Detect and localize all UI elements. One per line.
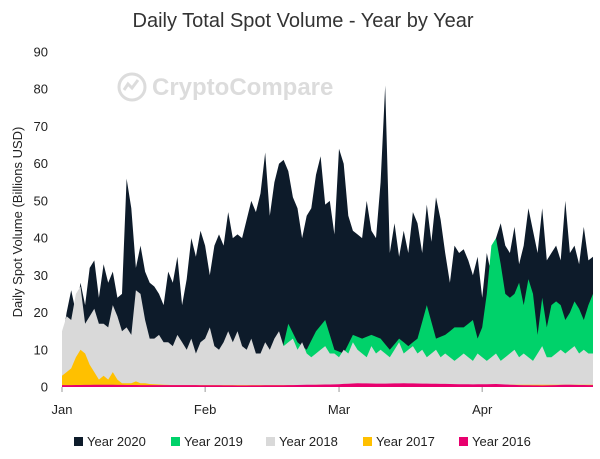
series-area-year-2017 [62, 349, 593, 387]
y-tick-label: 50 [34, 193, 48, 208]
legend-label: Year 2018 [279, 434, 338, 449]
watermark-chart-icon [122, 79, 140, 91]
y-tick-label: 0 [41, 380, 48, 395]
legend-item: Year 2017 [363, 434, 435, 449]
y-tick-label: 70 [34, 119, 48, 134]
chart-title: Daily Total Spot Volume - Year by Year [133, 10, 474, 32]
legend-label: Year 2016 [472, 434, 531, 449]
legend-label: Year 2020 [87, 434, 146, 449]
x-axis-ticks: Jan Feb Mar Apr [52, 387, 493, 417]
legend-swatch [171, 437, 180, 446]
y-tick-label: 80 [34, 82, 48, 97]
legend-swatch [459, 437, 468, 446]
legend-swatch [74, 437, 83, 446]
series-area-year-2018 [62, 286, 593, 387]
y-axis-title: Daily Spot Volume (Billions USD) [10, 127, 25, 318]
legend: Year 2020 Year 2019 Year 2018 Year 2017 Year… [74, 434, 531, 449]
y-tick-label: 60 [34, 156, 48, 171]
legend-label: Year 2019 [184, 434, 243, 449]
y-tick-label: 30 [34, 268, 48, 283]
legend-item: Year 2016 [459, 434, 531, 449]
legend-item: Year 2020 [74, 434, 146, 449]
y-axis-ticks: 0 10 20 30 40 50 60 70 80 90 [34, 45, 48, 395]
x-tick-label: Apr [472, 402, 493, 417]
legend-label: Year 2017 [376, 434, 435, 449]
y-tick-label: 90 [34, 45, 48, 60]
x-tick-label: Mar [328, 402, 351, 417]
watermark-text: CryptoCompare [152, 74, 333, 101]
legend-item: Year 2019 [171, 434, 243, 449]
series-area-year-2020 [62, 85, 593, 387]
series-area-year-2016 [62, 383, 593, 387]
legend-swatch [363, 437, 372, 446]
x-tick-label: Feb [194, 402, 216, 417]
y-tick-label: 10 [34, 342, 48, 357]
y-tick-label: 20 [34, 305, 48, 320]
watermark: CryptoCompare [117, 72, 333, 102]
series-area-year-2019 [62, 238, 593, 387]
x-tick-label: Jan [52, 402, 73, 417]
watermark-logo-icon [117, 72, 147, 102]
legend-swatch [266, 437, 275, 446]
plot-areas [62, 85, 593, 387]
y-tick-label: 40 [34, 231, 48, 246]
legend-item: Year 2018 [266, 434, 338, 449]
